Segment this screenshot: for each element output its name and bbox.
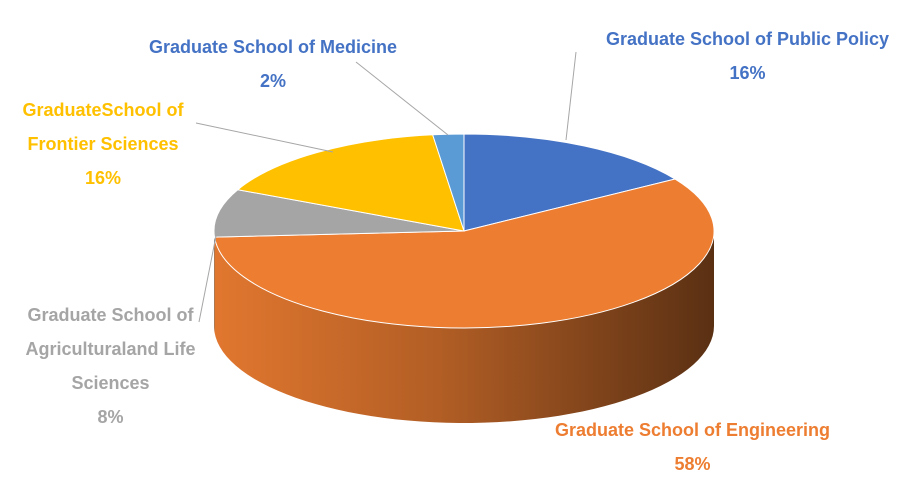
label-agri-pct: 8%: [97, 407, 124, 427]
leader-line-2: [195, 122, 334, 153]
pie-slice-0: [463, 133, 677, 232]
pie-slice-1: [213, 178, 715, 329]
pie-top-faces: [213, 133, 715, 329]
leader-line-3: [198, 235, 217, 323]
label-public-policy-pct: 16%: [729, 63, 766, 83]
pie-side-walls: [214, 231, 715, 423]
label-medicine-name: Graduate School of Medicine: [148, 37, 398, 57]
label-public-policy: Graduate School of Public Policy 16%: [590, 22, 905, 90]
label-frontier-line1: GraduateSchool of: [22, 100, 184, 120]
label-medicine: Graduate School of Medicine 2%: [128, 30, 418, 98]
leader-lines: [195, 51, 577, 323]
label-frontier-pct: 16%: [84, 168, 122, 188]
label-agri-line3: Sciences: [71, 373, 150, 393]
pie-side-1: [214, 231, 715, 423]
label-engineering-name: Graduate School of Engineering: [554, 420, 831, 440]
label-engineering: Graduate School of Engineering 58%: [535, 413, 850, 481]
pie-slice-4: [431, 133, 465, 232]
label-agri-line1: Graduate School of: [27, 305, 194, 325]
pie-slice-3: [236, 134, 465, 232]
label-frontier-sciences: GraduateSchool of Frontier Sciences 16%: [8, 93, 198, 195]
label-medicine-pct: 2%: [259, 71, 286, 91]
leader-line-1: [355, 61, 449, 136]
label-engineering-pct: 58%: [674, 454, 711, 474]
label-frontier-line2: Frontier Sciences: [27, 134, 179, 154]
label-public-policy-name: Graduate School of Public Policy: [605, 29, 890, 49]
pie-slice-2: [213, 189, 465, 238]
label-agricultural: Graduate School of Agriculturaland Life …: [8, 298, 213, 434]
label-agri-line2: Agriculturaland Life: [25, 339, 196, 359]
leader-line-0: [565, 51, 577, 141]
